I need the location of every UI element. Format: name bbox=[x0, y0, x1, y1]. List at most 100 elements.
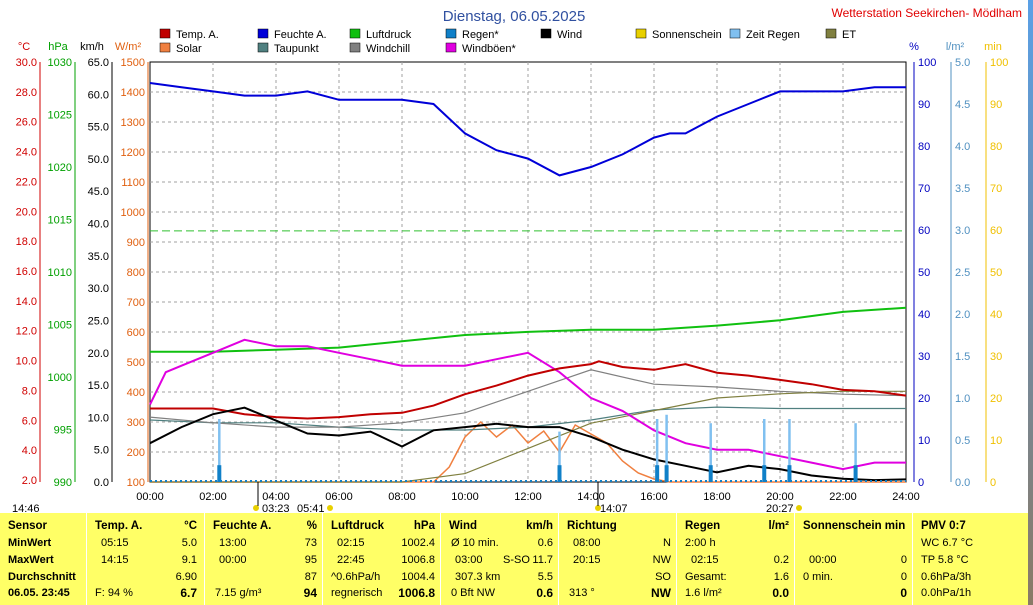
axis-tick: 0 bbox=[918, 477, 924, 489]
axis-tick: 0.0 bbox=[955, 477, 970, 489]
temp-avg-value: 6.90 bbox=[175, 571, 197, 583]
wind-head: Wind bbox=[449, 520, 477, 532]
axis-tick: 16.0 bbox=[16, 266, 37, 278]
col-direction: Richtung 08:00 N 20:15 NW SO 313 ° NW bbox=[558, 513, 677, 605]
axis-unit: hPa bbox=[48, 41, 68, 53]
axis-tick: 25.0 bbox=[88, 315, 109, 327]
legend-swatch bbox=[349, 42, 361, 53]
series-layer bbox=[149, 82, 907, 483]
legend-label: Regen* bbox=[462, 29, 499, 41]
sun-head: Sonnenschein min bbox=[803, 520, 906, 532]
axis-tick: 4.0 bbox=[955, 141, 970, 153]
sun-current-value: 0 bbox=[900, 586, 907, 600]
x-tick-label: 14:00 bbox=[577, 491, 605, 503]
legend: Temp. A. Feuchte A. Luftdruck Regen* Wind Son… bbox=[159, 28, 856, 55]
axis-tick: 1030 bbox=[48, 57, 72, 69]
time-marks: 14:46 03:23 05:41 14:07 20:27 bbox=[12, 482, 802, 512]
axis-tick: 20 bbox=[990, 393, 1002, 405]
axis-tick: 3.0 bbox=[955, 225, 970, 237]
axes: °C 30.0 28.0 26.0 24.0 22.0 20.0 18.0 16.0 14.0 12… bbox=[16, 41, 1009, 503]
pmv-trend-3h: 0.6hPa/3h bbox=[921, 571, 972, 583]
axis-tick: 4.0 bbox=[22, 445, 37, 457]
press-unit: hPa bbox=[413, 520, 435, 532]
station-name: Wetterstation Seekirchen- Mödlham bbox=[831, 6, 1022, 20]
legend-swatch bbox=[349, 28, 361, 39]
col-rain: Regen l/m² 2:00 h 02:15 0.2 Gesamt: 1.6 … bbox=[676, 513, 795, 605]
sun-max-time: 00:00 bbox=[809, 554, 837, 566]
press-forecast: regnerisch bbox=[331, 587, 383, 599]
axis-tick: 24.0 bbox=[16, 147, 37, 159]
axis-tick: 90 bbox=[990, 99, 1002, 111]
axis-tick: 20 bbox=[918, 393, 930, 405]
axis-tick: 500 bbox=[127, 357, 145, 369]
series-line-wind bbox=[149, 406, 907, 482]
x-tick-label: 18:00 bbox=[703, 491, 731, 503]
time-mark-sunrise2: 05:41 bbox=[297, 503, 325, 512]
row-label-min: MinWert bbox=[8, 537, 52, 549]
wind-unit: km/h bbox=[526, 520, 553, 532]
axis-tick: 1400 bbox=[121, 87, 145, 99]
hum-max-value: 95 bbox=[304, 554, 317, 566]
axis-tick: 22.0 bbox=[16, 176, 37, 188]
press-max-time: 22:45 bbox=[337, 554, 365, 566]
axis-tick: 35.0 bbox=[88, 251, 109, 263]
window-edge-strip bbox=[1028, 0, 1033, 605]
axis-tick: 80 bbox=[990, 141, 1002, 153]
series-line-luftdruck bbox=[150, 306, 907, 353]
axis-tick: 995 bbox=[54, 425, 72, 437]
axis-tick: 10.0 bbox=[16, 356, 37, 368]
axis-tick: 1000 bbox=[121, 207, 145, 219]
time-mark-sunset: 20:27 bbox=[766, 503, 794, 512]
wind-current-value: 0.6 bbox=[536, 586, 553, 600]
axis-tick: 18.0 bbox=[16, 236, 37, 248]
axis-tick: 1.5 bbox=[955, 351, 970, 363]
axis-tick: 2.5 bbox=[955, 267, 970, 279]
axis-tick: 80 bbox=[918, 141, 930, 153]
rain-max-value: 0.2 bbox=[773, 554, 789, 566]
axis-tick: 30.0 bbox=[16, 57, 37, 69]
press-trend: ^0.6hPa/h bbox=[331, 571, 381, 583]
axis-tick: 5.0 bbox=[94, 445, 109, 457]
sun-max-value: 0 bbox=[900, 554, 907, 566]
legend-swatch bbox=[159, 42, 171, 53]
rain-current-value: 0.0 bbox=[772, 586, 789, 600]
wind-beaufort: 0 Bft NW bbox=[451, 587, 496, 599]
axis-tick: 60 bbox=[918, 225, 930, 237]
rain-bar bbox=[762, 465, 767, 482]
time-mark-sunrise: 03:23 bbox=[262, 503, 290, 512]
axis-tick: 2.0 bbox=[22, 475, 37, 487]
axis-tick: 0.0 bbox=[94, 477, 109, 489]
dir-current-value: NW bbox=[651, 586, 671, 600]
wind-distance: 307.3 km bbox=[455, 571, 501, 583]
legend-label: Luftdruck bbox=[366, 29, 412, 41]
sun-avg-value: 0 bbox=[900, 571, 907, 583]
dir-max-value: NW bbox=[652, 554, 671, 566]
axis-tick: 50 bbox=[990, 267, 1002, 279]
rain-bar bbox=[557, 465, 562, 482]
summary-table: Sensor MinWert MaxWert Durchschnitt 06.0… bbox=[0, 513, 1028, 605]
axis-tick: 100 bbox=[127, 477, 145, 489]
axis-tick: 20.0 bbox=[16, 206, 37, 218]
axis-tick: 2.0 bbox=[955, 309, 970, 321]
dir-avg-value: SO bbox=[655, 571, 671, 583]
axis-tick: 1100 bbox=[121, 177, 145, 189]
wind-avg10-value: 0.6 bbox=[537, 537, 553, 549]
axis-tick: 10.0 bbox=[88, 412, 109, 424]
axis-tick: 1015 bbox=[48, 215, 72, 227]
weather-chart: Dienstag, 06.05.2025 Wetterstation Seeki… bbox=[12, 6, 1023, 512]
dir-min-value: N bbox=[663, 537, 671, 549]
x-tick-label: 00:00 bbox=[136, 491, 164, 503]
axis-tick: 15.0 bbox=[88, 380, 109, 392]
legend-label: Solar bbox=[176, 43, 202, 55]
axis-unit: min bbox=[984, 41, 1002, 53]
axis-tick: 300 bbox=[127, 417, 145, 429]
temp-current-value: 6.7 bbox=[180, 586, 197, 600]
axis-tick: 900 bbox=[127, 237, 145, 249]
axis-unit: l/m² bbox=[946, 41, 965, 53]
x-tick-label: 24:00 bbox=[892, 491, 920, 503]
axis-tick: 990 bbox=[54, 477, 72, 489]
pmv-trend-1h: 0.0hPa/1h bbox=[921, 587, 972, 599]
legend-label: Zeit Regen bbox=[746, 29, 800, 41]
pmv-head: PMV 0:7 bbox=[921, 520, 966, 532]
legend-swatch bbox=[825, 28, 837, 39]
